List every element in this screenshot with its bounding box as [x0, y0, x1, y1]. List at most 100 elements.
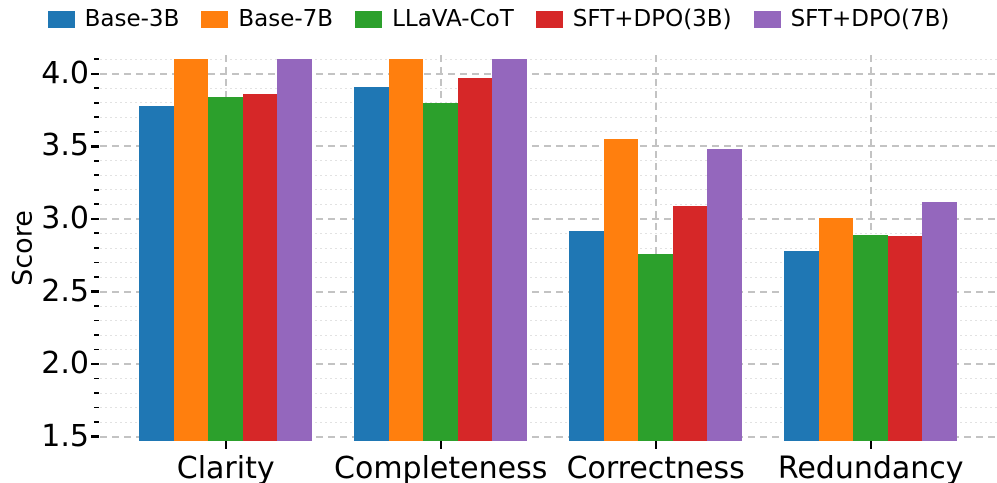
gridline-minor-horizontal: [100, 116, 997, 118]
y-axis-major-tick: [91, 145, 99, 148]
y-axis-minor-tick: [94, 392, 99, 394]
gridline-minor-horizontal: [100, 305, 997, 307]
legend-item: Base-7B: [201, 5, 334, 32]
bar-completeness-llava-cot: [423, 102, 458, 441]
legend-swatch: [535, 10, 563, 28]
bar-completeness-base-7b: [388, 59, 424, 441]
y-axis-minor-tick: [94, 406, 99, 409]
y-axis-minor-tick: [94, 232, 99, 235]
legend-label: SFT+DPO(3B): [572, 5, 732, 32]
gridline-major-horizontal: [100, 72, 997, 75]
gridline-minor-horizontal: [100, 392, 997, 394]
bar-clarity-sft-dpo-3b-: [242, 94, 278, 441]
x-axis-tick: [654, 441, 657, 449]
gridline-minor-horizontal: [100, 87, 997, 89]
plot-area: 1.5 2.0 2.5 3.0 3.5 4.0 Clarity Completeness Cor…: [41, 55, 997, 483]
y-axis-minor-tick: [94, 87, 99, 90]
bar-redundancy-llava-cot: [853, 234, 888, 441]
gridline-minor-horizontal: [100, 232, 997, 234]
gridline-minor-horizontal: [100, 160, 997, 162]
legend: Base-3B Base-7B LLaVA-CoT SFT+DPO(3B) SFT+DP…: [0, 3, 997, 35]
y-axis-minor-tick: [94, 421, 99, 423]
gridline-major-horizontal: [100, 435, 997, 438]
x-axis-tick: [224, 441, 227, 449]
gridline-minor-horizontal: [100, 407, 997, 409]
x-category-label: Completeness: [334, 451, 548, 483]
y-axis-major-tick: [91, 217, 99, 221]
y-axis-minor-tick: [94, 58, 99, 61]
y-axis-minor-tick: [94, 334, 99, 336]
bar-correctness-base-3b: [569, 230, 604, 441]
y-tick-label: 4.0: [41, 55, 89, 91]
bar-completeness-sft-dpo-3b-: [457, 78, 493, 441]
bar-clarity-llava-cot: [208, 97, 243, 441]
y-axis-major-tick: [91, 290, 99, 293]
y-axis-major-tick: [91, 435, 99, 438]
gridline-minor-horizontal: [100, 102, 997, 104]
legend-item: LLaVA-CoT: [355, 5, 514, 32]
y-axis-minor-tick: [94, 261, 99, 264]
bar-redundancy-sft-dpo-7b-: [922, 201, 957, 441]
y-axis-minor-tick: [94, 377, 99, 380]
legend-swatch: [201, 10, 229, 28]
y-axis-minor-tick: [94, 101, 99, 104]
bar-clarity-base-7b: [173, 59, 209, 441]
bar-correctness-llava-cot: [638, 253, 673, 441]
x-category-label: Correctness: [566, 451, 745, 483]
legend-swatch: [355, 10, 383, 28]
gridline-major-horizontal: [100, 217, 997, 220]
gridline-minor-horizontal: [100, 262, 997, 263]
legend-label: LLaVA-CoT: [392, 5, 514, 32]
y-axis-major-tick: [91, 72, 99, 76]
y-axis-minor-tick: [94, 174, 99, 177]
gridline-minor-horizontal: [100, 174, 997, 176]
y-axis-minor-tick: [94, 203, 99, 206]
bar-completeness-base-3b: [354, 86, 389, 441]
gridline-minor-horizontal: [100, 378, 997, 380]
bar-correctness-base-7b: [603, 139, 639, 441]
y-axis-minor-tick: [94, 348, 99, 351]
y-axis-minor-tick: [94, 305, 99, 307]
gridline-major-horizontal: [100, 363, 997, 366]
x-axis-tick: [439, 441, 442, 449]
gridline-minor-horizontal: [100, 349, 997, 351]
y-axis-minor-tick: [94, 130, 99, 133]
bar-redundancy-base-7b: [818, 217, 854, 441]
gridline-major-vertical: [654, 55, 657, 441]
y-tick-label: 2.0: [41, 346, 89, 382]
gridline-minor-horizontal: [100, 203, 997, 205]
gridline-minor-horizontal: [100, 320, 997, 322]
y-axis-minor-tick: [94, 247, 99, 249]
bar-redundancy-base-3b: [784, 250, 819, 441]
x-category-label: Clarity: [176, 451, 275, 483]
gridline-major-horizontal: [100, 145, 997, 148]
legend-swatch: [47, 10, 75, 28]
y-axis-minor-tick: [94, 319, 99, 322]
bar-redundancy-sft-dpo-3b-: [887, 236, 923, 441]
y-axis-major-tick: [91, 362, 99, 366]
bar-clarity-sft-dpo-7b-: [277, 59, 312, 441]
bar-correctness-sft-dpo-3b-: [672, 205, 708, 441]
gridline-minor-horizontal: [100, 334, 997, 336]
gridline-minor-horizontal: [100, 131, 997, 133]
y-tick-label: 3.0: [41, 200, 89, 236]
y-axis-minor-tick: [94, 276, 99, 278]
y-axis-minor-tick: [94, 116, 99, 119]
legend-label: Base-7B: [238, 5, 334, 32]
y-tick-label: 1.5: [41, 418, 89, 454]
legend-item: SFT+DPO(7B): [753, 5, 950, 32]
legend-label: SFT+DPO(7B): [790, 5, 950, 32]
x-category-label: Redundancy: [777, 451, 964, 483]
y-axis-minor-tick: [94, 188, 99, 191]
gridline-minor-horizontal: [100, 421, 997, 423]
y-axis-minor-tick: [94, 159, 99, 162]
gridline-minor-horizontal: [100, 58, 997, 60]
legend-swatch: [753, 10, 781, 28]
legend-item: SFT+DPO(3B): [535, 5, 732, 32]
gridline-major-horizontal: [100, 290, 997, 293]
y-tick-label: 2.5: [41, 273, 89, 309]
x-axis-tick: [869, 441, 872, 449]
y-tick-label: 3.5: [41, 128, 89, 164]
bar-correctness-sft-dpo-7b-: [707, 149, 742, 441]
